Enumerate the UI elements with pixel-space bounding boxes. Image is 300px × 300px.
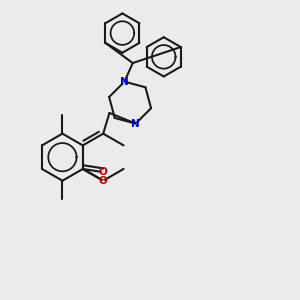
Text: O: O (99, 176, 108, 186)
Text: N: N (131, 118, 140, 129)
Text: O: O (98, 167, 107, 177)
Text: N: N (120, 77, 129, 87)
